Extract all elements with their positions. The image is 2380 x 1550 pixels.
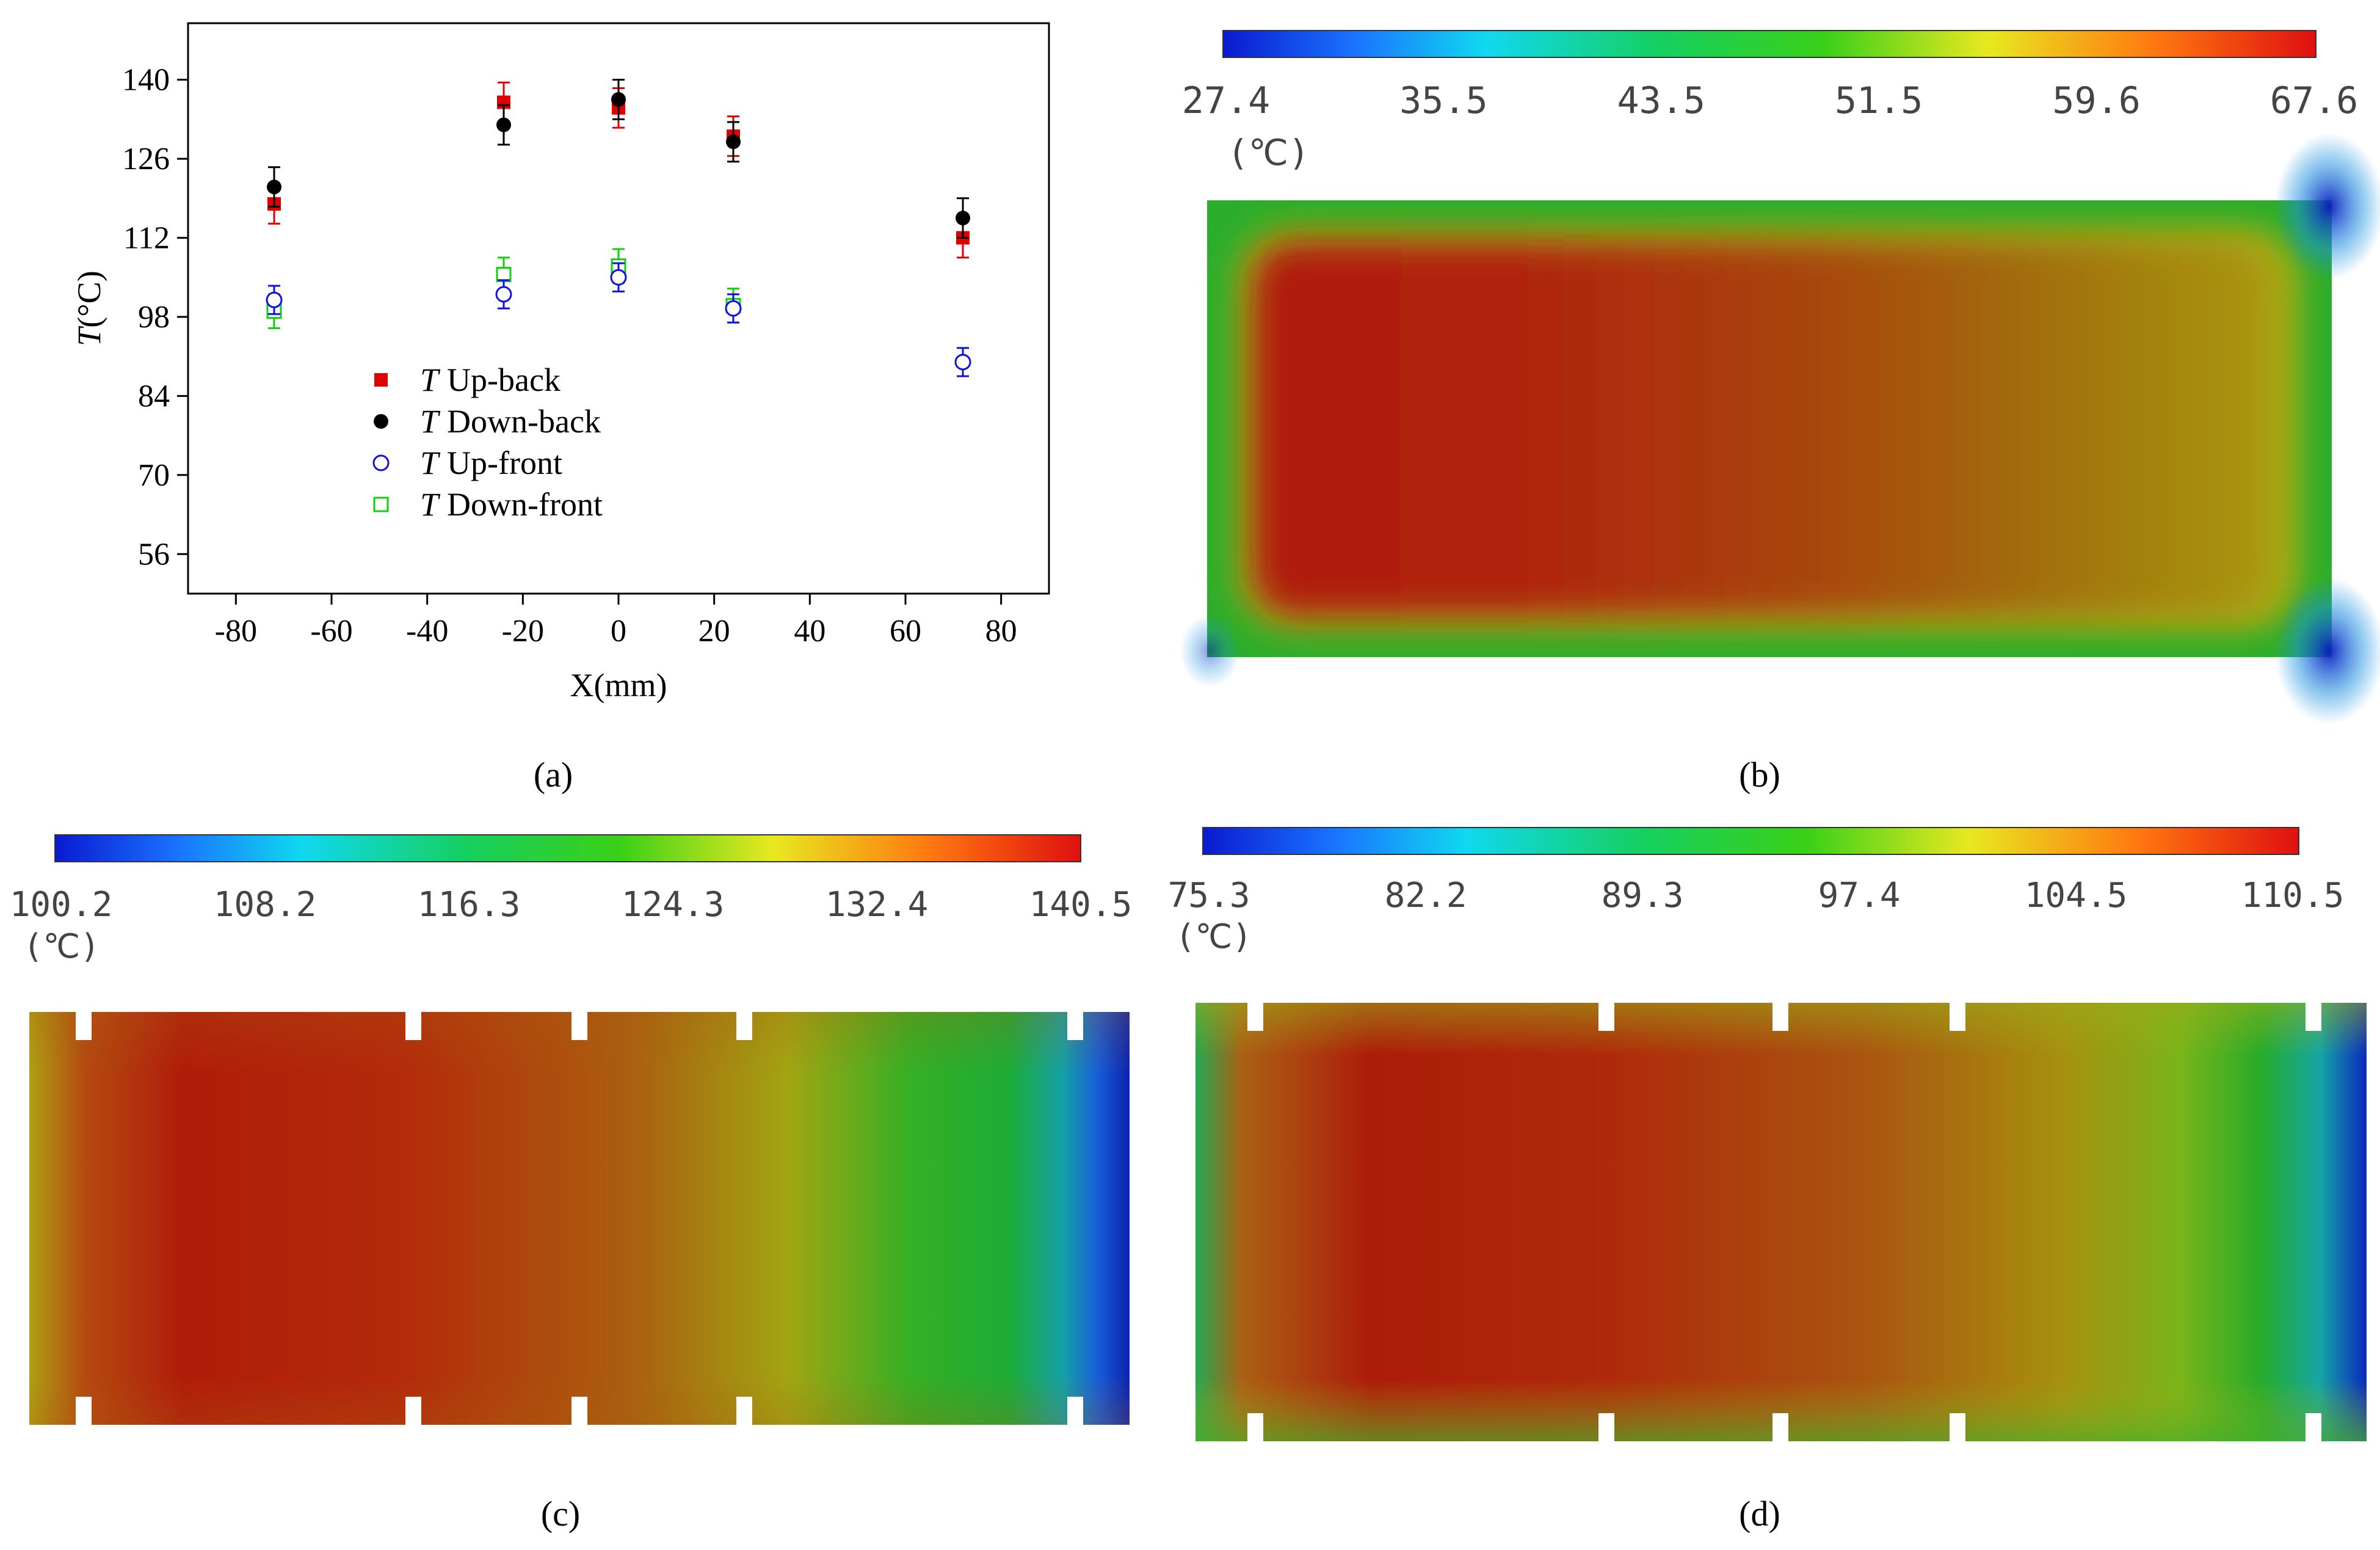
legend-entry-downback: T Down-back xyxy=(420,403,601,440)
colorbar-tick-label: 104.5 xyxy=(2025,876,2128,915)
colorbar-tick-label: 89.3 xyxy=(1602,876,1684,915)
mounting-notches xyxy=(76,1012,1083,1425)
y-axis-label-unit: (°C) xyxy=(71,271,107,328)
colorbar-tick-label: 124.3 xyxy=(622,885,725,925)
y-axis: 56 70 84 98 112 126 140 xyxy=(122,62,188,572)
legend-prefix: T xyxy=(420,486,441,523)
panel-b-heatmap: 27.4 35.5 43.5 51.5 59.6 67.6 (℃) (b) xyxy=(1180,30,2380,795)
colorbar xyxy=(54,834,1081,862)
x-tick-label: 40 xyxy=(794,614,825,649)
colorbar xyxy=(1222,30,2317,58)
heatmap-image xyxy=(29,1012,1130,1425)
panel-a-scatter-chart: -80 -60 -40 -20 0 20 40 60 80 56708498112126140 … xyxy=(71,22,1050,795)
colorbar-tick-label: 35.5 xyxy=(1399,79,1488,122)
y-tick-label: 84 xyxy=(138,379,170,413)
colorbar-tick-label: 108.2 xyxy=(214,885,317,925)
colorbar-tick-label: 51.5 xyxy=(1835,79,1923,122)
colorbar-tick-label: 43.5 xyxy=(1617,79,1706,122)
x-tick-label: 80 xyxy=(985,614,1017,649)
legend-marker-upback xyxy=(374,373,388,387)
panel-label-c: (c) xyxy=(541,1494,580,1534)
mounting-notches xyxy=(1247,1003,2321,1441)
data-point-upfront xyxy=(610,269,627,286)
panel-label-b: (b) xyxy=(1739,755,1780,795)
x-tick-label: 0 xyxy=(611,614,626,649)
data-point-upfront xyxy=(725,300,742,317)
y-tick-label: 70 xyxy=(138,458,170,493)
colorbar-tick-label: 97.4 xyxy=(1818,876,1901,915)
data-point-upfront xyxy=(266,291,283,308)
colorbar-ticks: 27.4 35.5 43.5 51.5 59.6 67.6 xyxy=(1182,79,2359,122)
legend-marker-downback xyxy=(374,414,388,429)
data-point-upfront xyxy=(954,354,971,371)
legend-label: Down-back xyxy=(447,403,601,440)
panel-d-heatmap: 75.3 82.2 89.3 97.4 104.5 110.5 (℃) (d) xyxy=(1168,827,2367,1534)
colorbar-tick-label: 27.4 xyxy=(1182,79,1271,122)
x-tick-label: -60 xyxy=(310,614,352,649)
colorbar-unit: (℃) xyxy=(1175,917,1252,956)
legend-label: Down-front xyxy=(447,486,603,523)
y-tick-label: 98 xyxy=(138,300,170,335)
legend-entry-upback: T Up-back xyxy=(420,362,561,398)
data-point-downback xyxy=(267,180,281,195)
heatmap-image xyxy=(1195,1003,2367,1441)
colorbar-ticks: 75.3 82.2 89.3 97.4 104.5 110.5 xyxy=(1168,876,2345,915)
legend-marker-upfront xyxy=(372,454,390,471)
data-point-upfront xyxy=(495,286,512,303)
legend-prefix: T xyxy=(420,445,441,481)
series-downback xyxy=(267,78,970,239)
x-axis-label: X(mm) xyxy=(570,667,667,704)
colorbar-unit: (℃) xyxy=(23,927,100,966)
y-tick-label: 56 xyxy=(138,537,170,572)
x-tick-label: -40 xyxy=(406,614,448,649)
legend-label: Up-back xyxy=(447,362,561,398)
y-tick-label: 112 xyxy=(123,220,170,255)
legend-entry-upfront: T Up-front xyxy=(420,445,562,481)
colorbar xyxy=(1202,827,2299,855)
colorbar-tick-label: 100.2 xyxy=(10,885,113,925)
legend-label: Up-front xyxy=(447,445,562,481)
colorbar-tick-label: 110.5 xyxy=(2241,876,2345,915)
legend-prefix: T xyxy=(420,362,441,398)
colorbar-tick-label: 116.3 xyxy=(418,885,521,925)
panel-c-heatmap: 100.2 108.2 116.3 124.3 132.4 140.5 (℃) (c) xyxy=(10,834,1133,1534)
data-point-downfront xyxy=(496,267,512,283)
data-point-downback xyxy=(726,134,741,150)
colorbar-tick-label: 67.6 xyxy=(2270,79,2359,122)
x-axis: -80 -60 -40 -20 0 20 40 60 80 xyxy=(215,594,1017,649)
colorbar-tick-label: 75.3 xyxy=(1168,876,1250,915)
series-upfront xyxy=(266,262,971,377)
panel-label-d: (d) xyxy=(1739,1494,1780,1534)
y-tick-label: 140 xyxy=(122,62,170,97)
colorbar-unit: (℃) xyxy=(1227,132,1310,173)
data-point-downback xyxy=(956,211,970,226)
panel-label-a: (a) xyxy=(534,755,573,795)
colorbar-tick-label: 82.2 xyxy=(1385,876,1467,915)
x-tick-label: -20 xyxy=(502,614,544,649)
y-tick-label: 126 xyxy=(122,142,170,176)
y-axis-label: T(°C) xyxy=(71,271,107,346)
legend-entry-downfront: T Down-front xyxy=(420,486,603,523)
legend-prefix: T xyxy=(420,403,441,440)
colorbar-tick-label: 140.5 xyxy=(1029,885,1133,925)
colorbar-tick-label: 132.4 xyxy=(825,885,929,925)
x-tick-label: 60 xyxy=(890,614,921,649)
heatmap-image xyxy=(1180,133,2380,724)
colorbar-ticks: 100.2 108.2 116.3 124.3 132.4 140.5 xyxy=(10,885,1133,925)
x-tick-label: -80 xyxy=(215,614,257,649)
legend-marker-downfront xyxy=(373,497,389,512)
y-axis-label-italic: T xyxy=(71,326,107,346)
data-point-downback xyxy=(496,117,511,133)
x-tick-label: 20 xyxy=(698,614,730,649)
data-series xyxy=(266,78,971,377)
colorbar-tick-label: 59.6 xyxy=(2052,79,2141,122)
data-point-downback xyxy=(611,92,626,107)
